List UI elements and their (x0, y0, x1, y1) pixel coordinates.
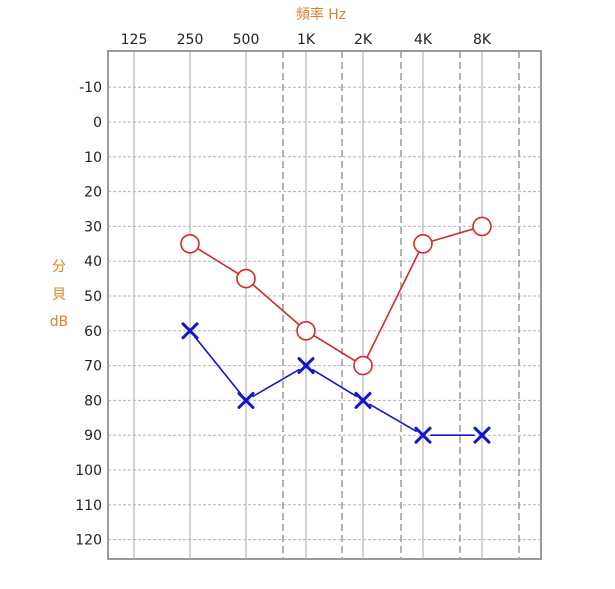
circle-series-segment-3 (312, 334, 357, 362)
x-series-point-500 (237, 391, 255, 409)
circle-series-segment-2 (251, 283, 301, 326)
y-tick-label-90: 90 (84, 428, 102, 444)
x-series-point-500-stroke-b (237, 391, 255, 409)
circle-series-point-500 (236, 268, 256, 289)
x-tick-label-1K: 1K (297, 32, 316, 48)
x-series-point-4K (414, 426, 432, 444)
y-tick-label-10: 10 (84, 150, 102, 166)
circle-series-point-1K (296, 320, 316, 341)
x-tick-label-2K: 2K (354, 32, 373, 48)
x-series-point-4K-stroke-b (414, 426, 432, 444)
x-series-point-1K-stroke-b (297, 357, 315, 375)
circle-series-segment-4 (366, 251, 420, 359)
y-axis-title-char-3: dB (50, 314, 69, 330)
y-tick-label-70: 70 (84, 359, 102, 375)
x-series-segment-3 (312, 368, 357, 398)
x-tick-label-250: 250 (177, 32, 204, 48)
circle-series-point-8K (472, 216, 492, 237)
x-tick-label-500: 500 (233, 32, 260, 48)
circle-series-point-4K (413, 234, 433, 254)
y-tick-label--10: -10 (79, 80, 102, 96)
y-tick-label-20: 20 (84, 185, 102, 201)
x-series-point-2K (354, 391, 372, 409)
x-series-point-2K-stroke-b (354, 391, 372, 409)
y-tick-label-60: 60 (84, 324, 102, 340)
y-tick-label-40: 40 (84, 254, 102, 270)
circle-series-point-250 (180, 234, 200, 254)
y-axis-title-char-1: 分 (52, 259, 66, 275)
y-tick-label-30: 30 (84, 219, 102, 235)
circle-series-segment-5 (430, 228, 475, 243)
y-tick-label-110: 110 (75, 498, 102, 514)
y-tick-label-0: 0 (93, 115, 102, 131)
x-axis-title: 頻率 Hz (296, 6, 346, 23)
x-series-point-8K (473, 426, 491, 444)
y-tick-label-120: 120 (75, 533, 102, 549)
x-series-segment-4 (369, 403, 417, 432)
grid (107, 50, 542, 560)
y-tick-label-100: 100 (75, 463, 102, 479)
series (180, 216, 492, 444)
circle-series-segment-1 (196, 247, 240, 275)
y-tick-label-50: 50 (84, 289, 102, 305)
plot-frame (107, 50, 542, 560)
x-series-point-1K (297, 357, 315, 375)
x-series-point-250-stroke-b (181, 322, 199, 340)
x-series-point-8K-stroke-b (473, 426, 491, 444)
x-tick-label-4K: 4K (414, 32, 433, 48)
x-series-point-250 (181, 322, 199, 340)
x-tick-label-125: 125 (121, 32, 148, 48)
x-tick-label-8K: 8K (473, 32, 492, 48)
y-axis-title-char-2: 貝 (52, 287, 66, 303)
x-series-segment-2 (252, 368, 300, 398)
ticks: 125 250 500 1K 2K 4K 8K -10 0 10 20 30 40 50 60 70 80 90 1… (75, 32, 492, 549)
circle-series-point-2K (353, 355, 373, 376)
x-series-segment-1 (194, 336, 242, 395)
y-tick-label-80: 80 (84, 393, 102, 409)
